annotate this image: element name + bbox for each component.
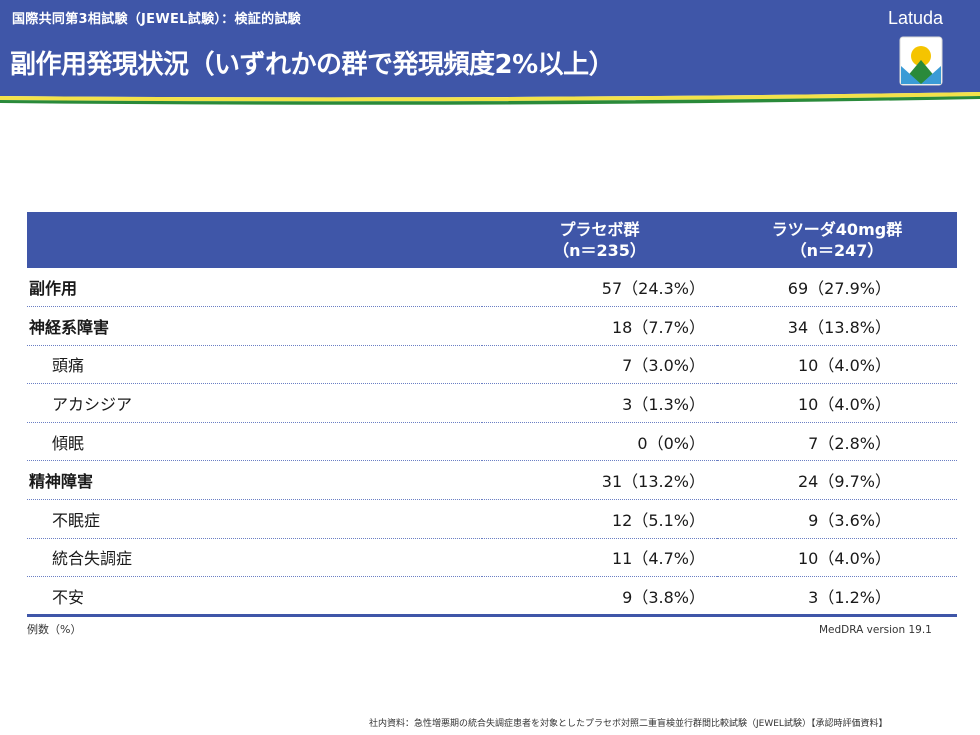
header-banner: 国際共同第3相試験（JEWEL試験）：検証的試験 副作用発現状況（いずれかの群で…	[0, 0, 980, 92]
row-label: アカシジア	[27, 383, 482, 423]
latuda-value: 69（27.9%）	[717, 268, 957, 308]
study-subtitle: 国際共同第3相試験（JEWEL試験）：検証的試験	[12, 12, 301, 27]
placebo-value: 9（3.8%）	[482, 576, 717, 617]
brand-logo-icon	[899, 36, 943, 86]
footnote-units: 例数（%）	[27, 623, 82, 636]
row-label: 神経系障害	[27, 306, 482, 346]
column-header-latuda-name: ラツーダ40mg群	[771, 220, 903, 239]
brand-logo-text: Latuda	[888, 8, 944, 28]
column-header-latuda-n: （n＝247）	[790, 241, 884, 260]
placebo-value: 0（0%）	[482, 422, 717, 462]
row-label: 不眠症	[27, 499, 482, 539]
page-title: 副作用発現状況（いずれかの群で発現頻度2%以上）	[10, 50, 615, 80]
latuda-value: 10（4.0%）	[717, 345, 957, 385]
table-row: 傾眠 0（0%） 7（2.8%）	[27, 422, 957, 462]
column-header-latuda: ラツーダ40mg群 （n＝247）	[717, 212, 957, 268]
placebo-value: 3（1.3%）	[482, 383, 717, 423]
row-label: 傾眠	[27, 422, 482, 462]
row-label: 精神障害	[27, 460, 482, 501]
row-label: 不安	[27, 576, 482, 617]
latuda-value: 34（13.8%）	[717, 306, 957, 346]
table-row: 精神障害 31（13.2%） 24（9.7%）	[27, 460, 957, 501]
table-header-row: プラセボ群 （n＝235） ラツーダ40mg群 （n＝247）	[27, 212, 957, 268]
table-header-blank	[27, 212, 482, 268]
row-label: 副作用	[27, 268, 482, 308]
column-header-placebo-name: プラセボ群	[559, 220, 640, 239]
adverse-reactions-table: プラセボ群 （n＝235） ラツーダ40mg群 （n＝247） 副作用 57（24…	[27, 212, 957, 617]
latuda-value: 10（4.0%）	[717, 383, 957, 423]
row-label: 頭痛	[27, 345, 482, 385]
header-stripe-decoration	[0, 86, 980, 105]
table-row: 統合失調症 11（4.7%） 10（4.0%）	[27, 538, 957, 578]
row-label: 統合失調症	[27, 538, 482, 578]
column-header-placebo: プラセボ群 （n＝235）	[482, 212, 717, 268]
placebo-value: 7（3.0%）	[482, 345, 717, 385]
latuda-value: 9（3.6%）	[717, 499, 957, 539]
latuda-value: 24（9.7%）	[717, 460, 957, 501]
latuda-value: 3（1.2%）	[717, 576, 957, 617]
latuda-value: 10（4.0%）	[717, 538, 957, 578]
placebo-value: 57（24.3%）	[482, 268, 717, 308]
footnote-meddra-version: MedDRA version 19.1	[819, 624, 932, 636]
placebo-value: 18（7.7%）	[482, 306, 717, 346]
table-row: 頭痛 7（3.0%） 10（4.0%）	[27, 345, 957, 385]
placebo-value: 31（13.2%）	[482, 460, 717, 501]
source-citation: 社内資料：急性増悪期の統合失調症患者を対象としたプラセボ対照二重盲検並行群間比較…	[369, 719, 888, 729]
table-row: 不安 9（3.8%） 3（1.2%）	[27, 576, 957, 617]
latuda-value: 7（2.8%）	[717, 422, 957, 462]
table-row: 不眠症 12（5.1%） 9（3.6%）	[27, 499, 957, 539]
table-row: アカシジア 3（1.3%） 10（4.0%）	[27, 383, 957, 423]
table-row: 神経系障害 18（7.7%） 34（13.8%）	[27, 306, 957, 346]
table-row: 副作用 57（24.3%） 69（27.9%）	[27, 268, 957, 308]
placebo-value: 12（5.1%）	[482, 499, 717, 539]
placebo-value: 11（4.7%）	[482, 538, 717, 578]
column-header-placebo-n: （n＝235）	[553, 241, 646, 260]
